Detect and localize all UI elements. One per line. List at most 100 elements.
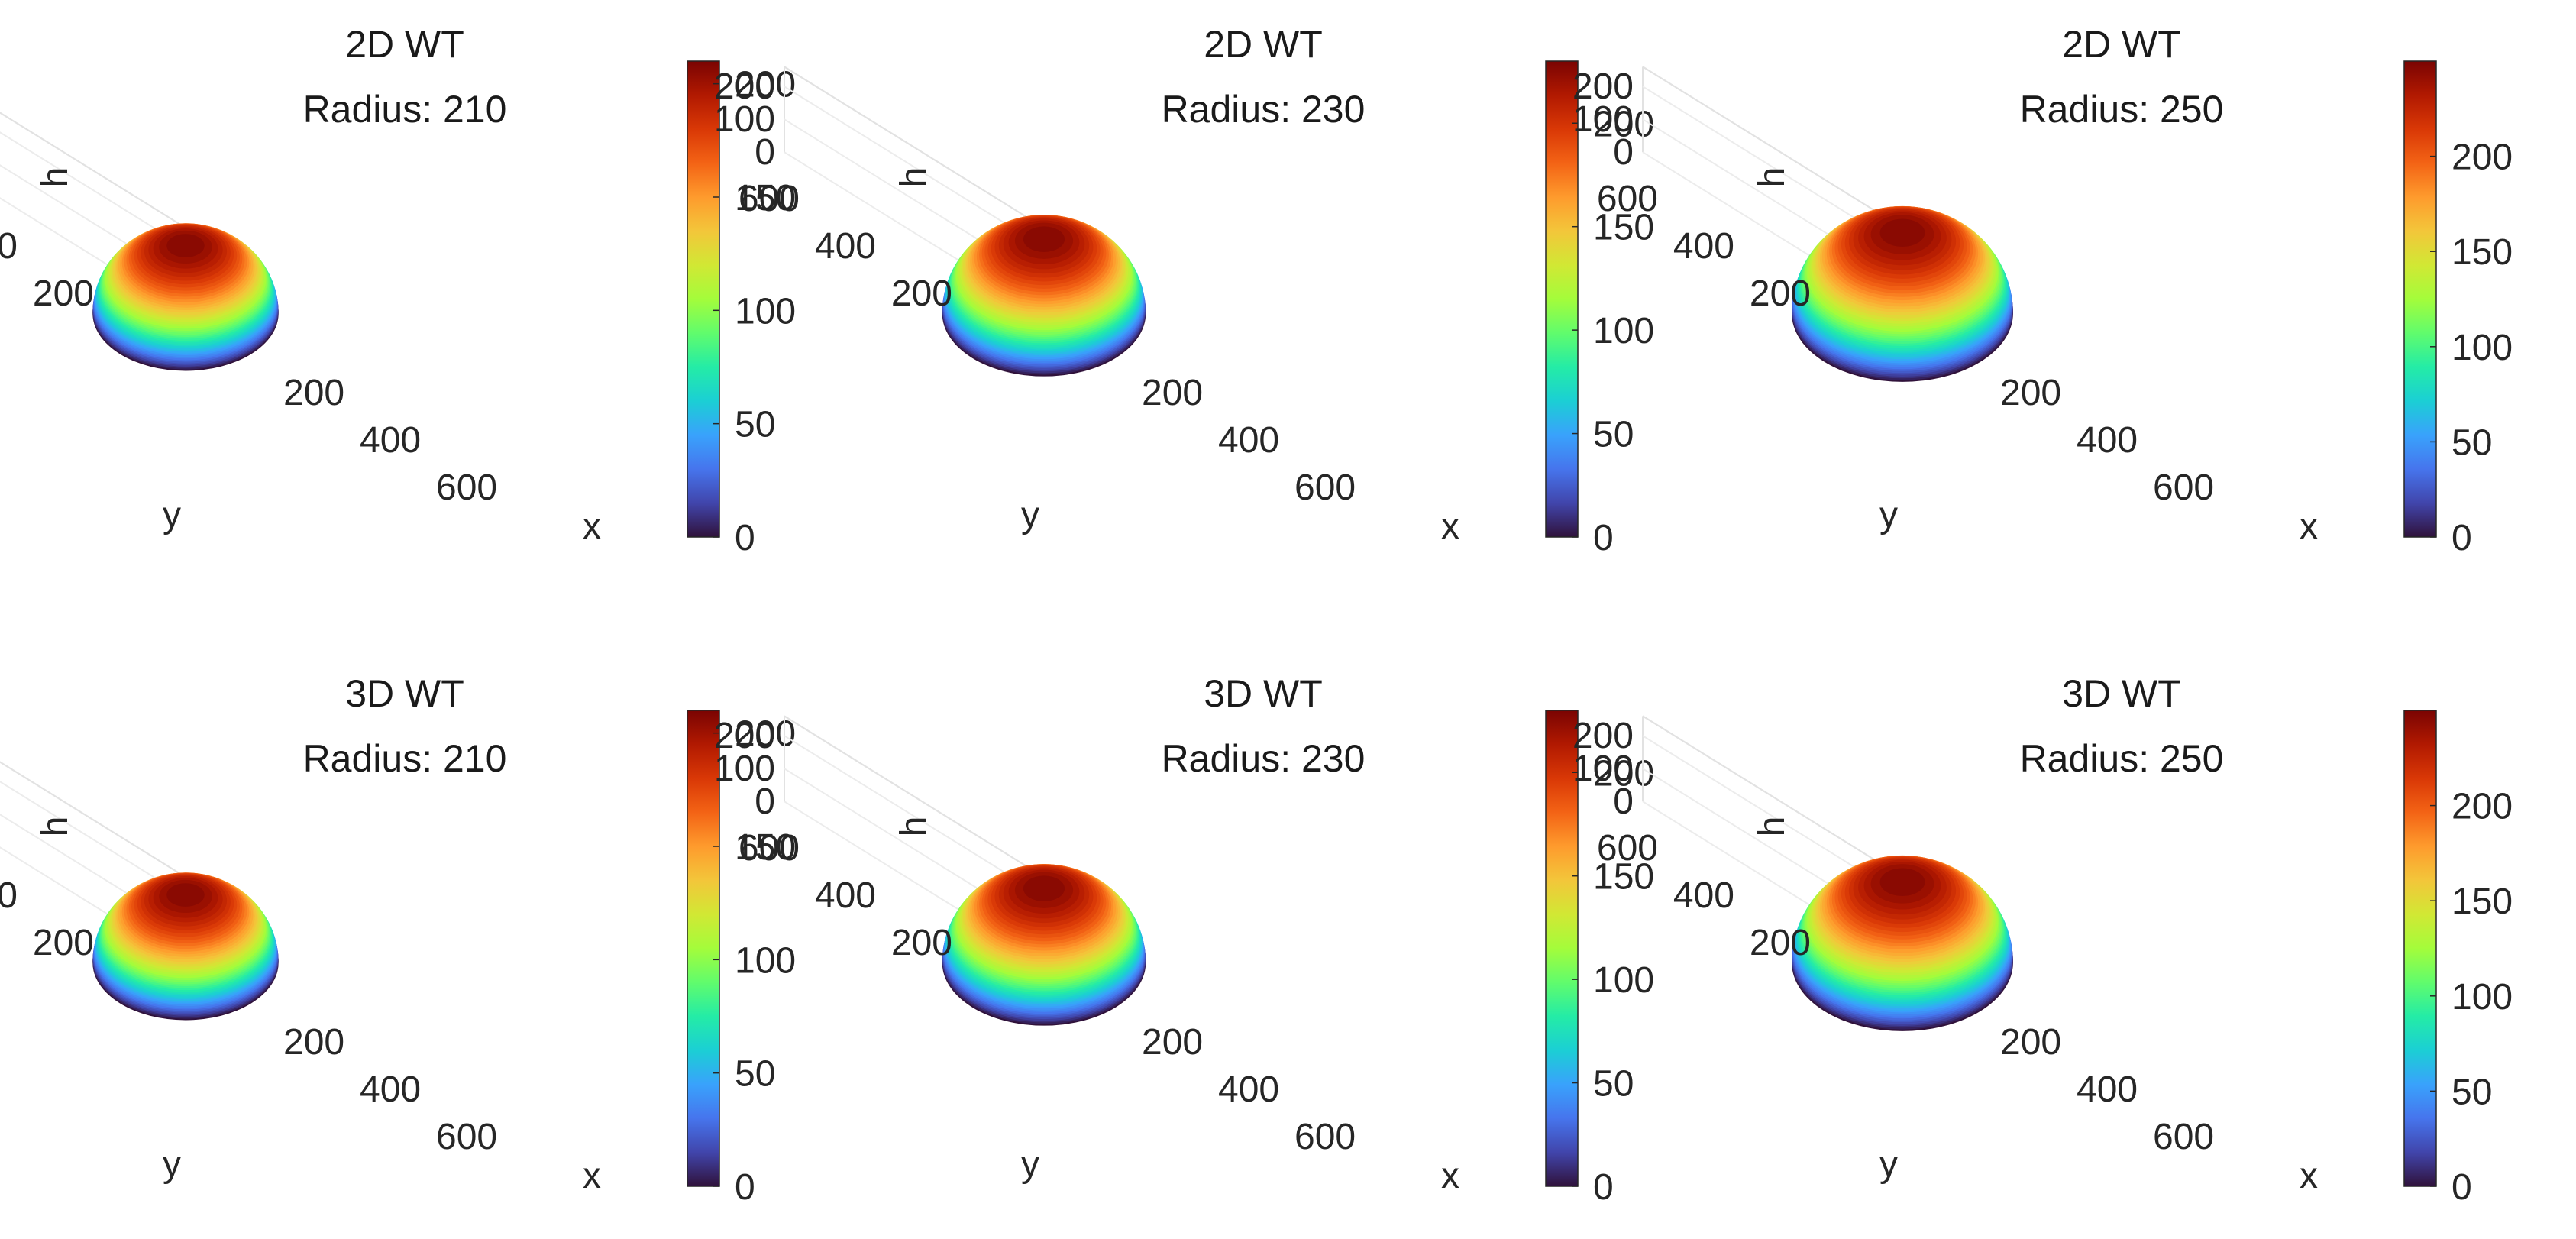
colorbar-tick-label: 0 — [735, 518, 755, 558]
colorbar — [1545, 60, 1579, 538]
colorbar-tick-label: 50 — [1593, 1064, 1634, 1105]
x-tick-label: 600 — [1294, 467, 1356, 508]
axes-box-edge — [0, 761, 186, 878]
x-tick-label: 200 — [283, 373, 344, 413]
colorbar — [687, 710, 720, 1187]
z-gridline — [784, 118, 1045, 281]
y-tick-label: 200 — [1750, 923, 1811, 963]
x-axis-label: x — [583, 506, 601, 547]
colorbar-tick-label: 100 — [2452, 977, 2513, 1017]
colorbar-tick-label: 150 — [735, 178, 796, 218]
z-axis-label: h — [35, 167, 76, 188]
y-tick-label: 200 — [33, 273, 94, 314]
subplot-title: 3D WT — [1204, 672, 1323, 715]
colorbar-tick-label: 200 — [2452, 137, 2513, 178]
y-axis-label: y — [1021, 495, 1039, 535]
subplot-subtitle: Radius: 210 — [303, 88, 507, 131]
x-axis-label: x — [2300, 506, 2318, 547]
y-tick-label: 400 — [1673, 875, 1734, 916]
z-tick-label: 0 — [755, 781, 775, 822]
x-tick-label: 600 — [1294, 1117, 1356, 1157]
surface-dome — [92, 872, 279, 1021]
colorbar-tick-label: 200 — [735, 714, 796, 755]
x-tick-label: 400 — [2077, 1069, 2138, 1110]
dome-band — [1879, 218, 1925, 247]
z-gridline — [784, 86, 1045, 248]
colorbar-tick-label: 0 — [1593, 1167, 1614, 1208]
x-axis-label: x — [1441, 1156, 1459, 1196]
dome-band — [1879, 868, 1925, 896]
y-tick-label: 200 — [891, 923, 952, 963]
z-tick-label: 200 — [1572, 716, 1634, 756]
x-tick-label: 600 — [436, 1117, 497, 1157]
z-tick-label: 100 — [714, 749, 775, 789]
z-tick-label: 100 — [714, 99, 775, 140]
y-axis-label: y — [1021, 1144, 1039, 1185]
x-tick-label: 600 — [436, 467, 497, 508]
y-tick-label: 400 — [815, 875, 876, 916]
colorbar-tick-label: 200 — [1593, 104, 1654, 144]
subplot-subtitle: Radius: 250 — [2020, 737, 2224, 780]
z-axis-label: h — [894, 817, 934, 837]
colorbar-tick-label: 150 — [735, 827, 796, 868]
z-tick-label: 100 — [1572, 749, 1634, 789]
subplot-subtitle: Radius: 230 — [1162, 88, 1366, 131]
axes-box-edge — [0, 112, 186, 229]
x-tick-label: 200 — [2000, 1022, 2061, 1063]
dome-band — [1023, 875, 1065, 901]
subplot-subtitle: Radius: 250 — [2020, 88, 2224, 131]
surface-dome — [942, 215, 1146, 377]
y-axis-label: y — [163, 1144, 181, 1185]
z-tick-label: 200 — [714, 716, 775, 756]
x-tick-label: 200 — [2000, 373, 2061, 413]
x-axis-label: x — [1441, 506, 1459, 547]
z-gridline — [0, 131, 186, 248]
x-tick-label: 400 — [360, 1069, 421, 1110]
y-tick-label: 400 — [1673, 226, 1734, 267]
dome-band — [166, 883, 205, 907]
z-gridline — [0, 781, 186, 898]
subplot-subtitle: Radius: 230 — [1162, 737, 1366, 780]
z-gridline — [1642, 768, 1903, 930]
z-axis-label: h — [1752, 817, 1792, 837]
z-tick-label: 0 — [1613, 132, 1634, 173]
y-axis-label: y — [1879, 1144, 1898, 1185]
axes-box-grid — [784, 715, 1045, 963]
y-tick-label: 600 — [1597, 828, 1658, 869]
colorbar-tick-label: 50 — [2452, 1072, 2492, 1112]
colorbar-tick-label: 200 — [1593, 753, 1654, 794]
y-tick-label: 600 — [739, 828, 800, 869]
y-axis-label: y — [1879, 495, 1898, 535]
x-axis-label: x — [583, 1156, 601, 1196]
z-gridline — [0, 197, 186, 314]
axes-box-edge — [1642, 66, 1903, 229]
colorbar — [1545, 710, 1579, 1187]
z-tick-label: 100 — [1572, 99, 1634, 140]
z-tick-label: 200 — [1572, 66, 1634, 107]
x-axis-label: x — [2300, 1156, 2318, 1196]
z-gridline — [1642, 735, 1903, 898]
colorbar-tick-label: 50 — [735, 1054, 775, 1095]
dome-band — [166, 234, 205, 257]
colorbar-tick-label: 50 — [2452, 422, 2492, 463]
x-tick-label: 400 — [360, 420, 421, 461]
y-tick-label: 400 — [0, 875, 18, 916]
y-tick-label: 200 — [891, 273, 952, 314]
colorbar-tick-label: 150 — [1593, 208, 1654, 248]
surface-dome — [92, 223, 279, 371]
subplot-title: 2D WT — [2062, 23, 2181, 66]
z-gridline — [1642, 86, 1903, 248]
y-axis-label: y — [163, 495, 181, 535]
surface-floor — [1643, 152, 2162, 474]
colorbar-tick-label: 50 — [1593, 415, 1634, 455]
z-gridline — [784, 735, 1045, 898]
